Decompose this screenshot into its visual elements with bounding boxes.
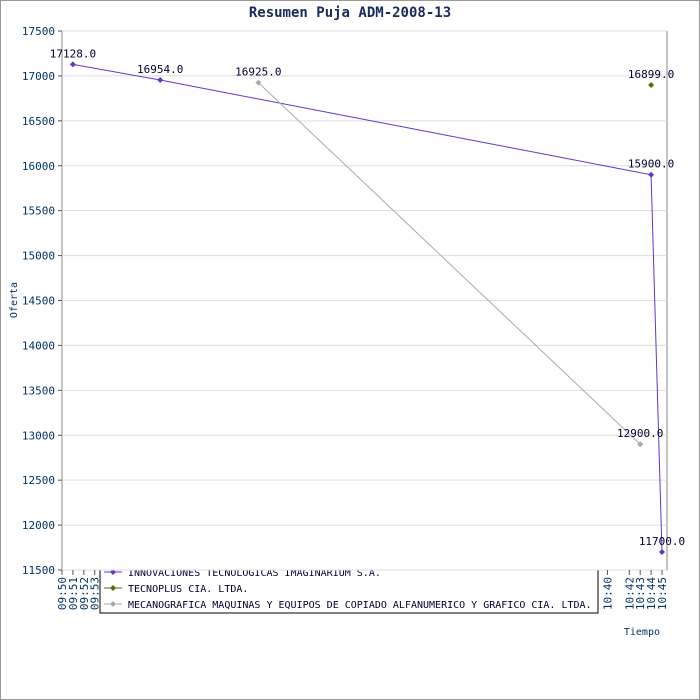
- x-tick-label: 09:50: [56, 577, 69, 610]
- x-tick-label: 10:40: [601, 577, 614, 610]
- x-tick-label: 10:45: [656, 577, 669, 610]
- x-tick-label: 09:52: [78, 577, 91, 610]
- marker: [659, 549, 665, 556]
- marker: [255, 79, 262, 86]
- x-tick-label: 10:42: [623, 577, 636, 610]
- x-tick-label: 09:51: [67, 577, 80, 610]
- series-line: [72, 63, 663, 553]
- y-tick-label: 17000: [22, 70, 55, 83]
- marker: [637, 441, 644, 448]
- y-tick-label: 16500: [22, 115, 55, 128]
- x-tick-label: 10:43: [634, 577, 647, 610]
- y-tick-label: 14500: [22, 295, 55, 308]
- marker: [648, 171, 655, 178]
- data-label: 17128.0: [50, 47, 96, 60]
- y-tick-label: 17500: [22, 25, 55, 38]
- legend-marker: [110, 601, 116, 607]
- x-tick-label: 09:53: [89, 577, 102, 610]
- x-axis-label: Tiempo: [624, 627, 660, 638]
- marker: [157, 77, 164, 84]
- y-tick-label: 16000: [22, 160, 55, 173]
- y-tick-label: 13500: [22, 384, 55, 397]
- legend-label: MECANOGRAFICA MAQUINAS Y EQUIPOS DE COPI…: [128, 600, 592, 611]
- legend-marker: [110, 585, 116, 591]
- y-tick-label: 11500: [22, 564, 55, 577]
- y-tick-label: 12500: [22, 474, 55, 487]
- data-label: 15900.0: [628, 158, 674, 171]
- y-tick-label: 15000: [22, 250, 55, 263]
- data-label: 16925.0: [235, 66, 281, 79]
- y-tick-label: 12000: [22, 519, 55, 532]
- y-axis-label: Oferta: [9, 282, 20, 318]
- legend-label: INNOVACIONES TECNOLOGICAS IMAGINARIUM S.…: [128, 568, 381, 579]
- data-label: 16954.0: [137, 63, 183, 76]
- legend-label: TECNOPLUS CIA. LTDA.: [128, 584, 248, 595]
- series-line: [258, 82, 641, 445]
- y-tick-label: 15500: [22, 205, 55, 218]
- x-tick-label: 10:44: [645, 577, 658, 610]
- chart-title: Resumen Puja ADM-2008-13: [249, 5, 451, 21]
- y-tick-label: 13000: [22, 429, 55, 442]
- marker: [648, 81, 655, 88]
- data-label: 11700.0: [639, 535, 685, 548]
- y-tick-label: 14000: [22, 339, 55, 352]
- data-label: 16899.0: [628, 68, 674, 81]
- data-label: 12900.0: [617, 427, 663, 440]
- marker: [69, 61, 76, 68]
